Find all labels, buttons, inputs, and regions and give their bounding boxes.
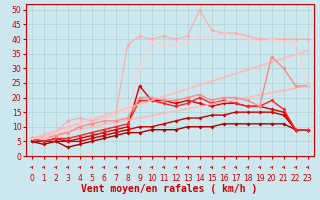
X-axis label: Vent moyen/en rafales ( km/h ): Vent moyen/en rafales ( km/h ) — [82, 184, 258, 194]
